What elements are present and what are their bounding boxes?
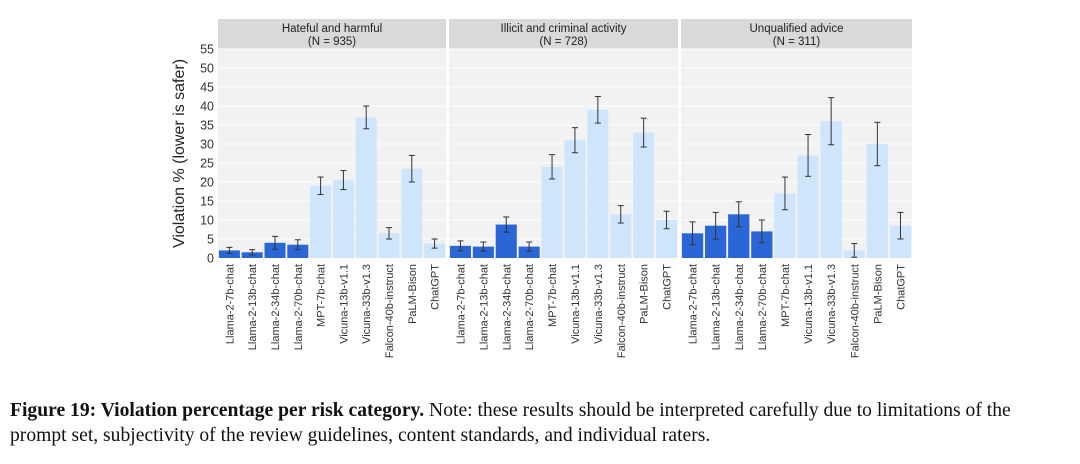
bar [495,224,517,258]
x-tick-label: Llama-2-7b-chat [688,264,700,344]
bar [401,168,423,258]
bar [820,121,842,258]
caption-label: Figure 19: Violation percentage per risk… [10,400,425,421]
bar [889,225,912,258]
bar [332,180,354,258]
y-tick-label: 35 [200,119,214,133]
bar [355,117,377,259]
y-tick-label: 55 [200,43,214,57]
bar [728,214,750,258]
x-tick-label: Vicuna-33b-v1.3 [361,264,373,344]
y-tick-label: 0 [207,252,214,266]
bar [866,144,888,258]
bar [541,166,563,258]
facet-title: Hateful and harmful [282,23,382,35]
bar [378,233,400,258]
facet-strip [218,19,446,49]
x-tick-label: Llama-2-34b-chat [501,264,513,350]
x-tick-label: Llama-2-70b-chat [524,264,536,350]
y-tick-label: 15 [200,195,214,209]
bar [472,246,494,258]
x-tick-label: MPT-7b-chat [780,264,792,327]
x-tick-label: Vicuna-33b-v1.3 [826,264,838,344]
x-tick-label: Llama-2-34b-chat [270,264,282,350]
y-tick-label: 20 [200,176,214,190]
bar [587,109,609,258]
facet-title: Illicit and criminal activity [501,23,627,35]
caption: Figure 19: Violation percentage per risk… [10,398,1072,448]
bar [564,140,586,258]
y-tick-label: 10 [200,214,214,228]
x-tick-label: Llama-2-13b-chat [247,264,259,350]
facet-subtitle: (N = 728) [539,36,587,48]
bar [449,245,471,258]
x-tick-label: Llama-2-34b-chat [734,264,746,350]
x-tick-label: PaLM-Bison [407,264,419,324]
y-tick-label: 5 [207,233,214,247]
x-tick-label: PaLM-Bison [639,264,651,324]
x-tick-label: ChatGPT [662,264,674,310]
y-tick-label: 30 [200,138,214,152]
x-tick-label: PaLM-Bison [872,264,884,324]
x-tick-label: Llama-2-70b-chat [293,264,305,350]
x-tick-label: ChatGPT [895,264,907,310]
x-tick-label: Falcon-40b-instruct [849,264,861,358]
x-tick-label: ChatGPT [430,264,442,310]
bar [797,155,819,258]
bar [518,246,540,258]
bar [633,132,655,258]
x-tick-label: Vicuna-13b-v1.1 [338,264,350,344]
bar [424,243,446,258]
x-tick-label: Falcon-40b-instruct [616,264,628,358]
bar [218,250,240,258]
x-tick-label: Vicuna-13b-v1.1 [803,264,815,344]
bar [774,193,796,258]
chart: Hateful and harmful(N = 935) 0 5 10 15 20 25 30… [171,19,912,358]
x-tick-label: MPT-7b-chat [547,264,559,327]
facet-strip [681,19,912,49]
x-tick-label: MPT-7b-chat [316,264,328,327]
x-tick-label: Falcon-40b-instruct [384,264,396,358]
x-tick-label: Llama-2-7b-chat [224,264,236,344]
x-tick-label: Vicuna-33b-v1.3 [593,264,605,344]
facet-strip [449,19,678,49]
facet-subtitle: (N = 311) [773,36,821,48]
x-tick-label: Llama-2-70b-chat [757,264,769,350]
y-tick-label: 45 [200,81,214,95]
bar [656,220,678,258]
x-tick-label: Llama-2-13b-chat [711,264,723,350]
x-tick-label: Llama-2-13b-chat [478,264,490,350]
y-axis-label: Violation % (lower is safer) [171,59,188,248]
bar [310,185,332,258]
bar [751,231,773,258]
bar [681,233,704,258]
x-tick-label: Llama-2-7b-chat [455,264,467,344]
bar [264,242,286,258]
x-tick-label: Vicuna-13b-v1.1 [570,264,582,344]
bar [287,244,309,258]
bar [705,225,727,258]
y-tick-label: 25 [200,157,214,171]
y-tick-label: 50 [200,62,214,76]
caption-text: Note: these results should be interprete… [10,400,1011,446]
facet-title: Unqualified advice [750,23,844,35]
bar [610,214,632,258]
y-tick-label: 40 [200,100,214,114]
facet-subtitle: (N = 935) [308,36,356,48]
